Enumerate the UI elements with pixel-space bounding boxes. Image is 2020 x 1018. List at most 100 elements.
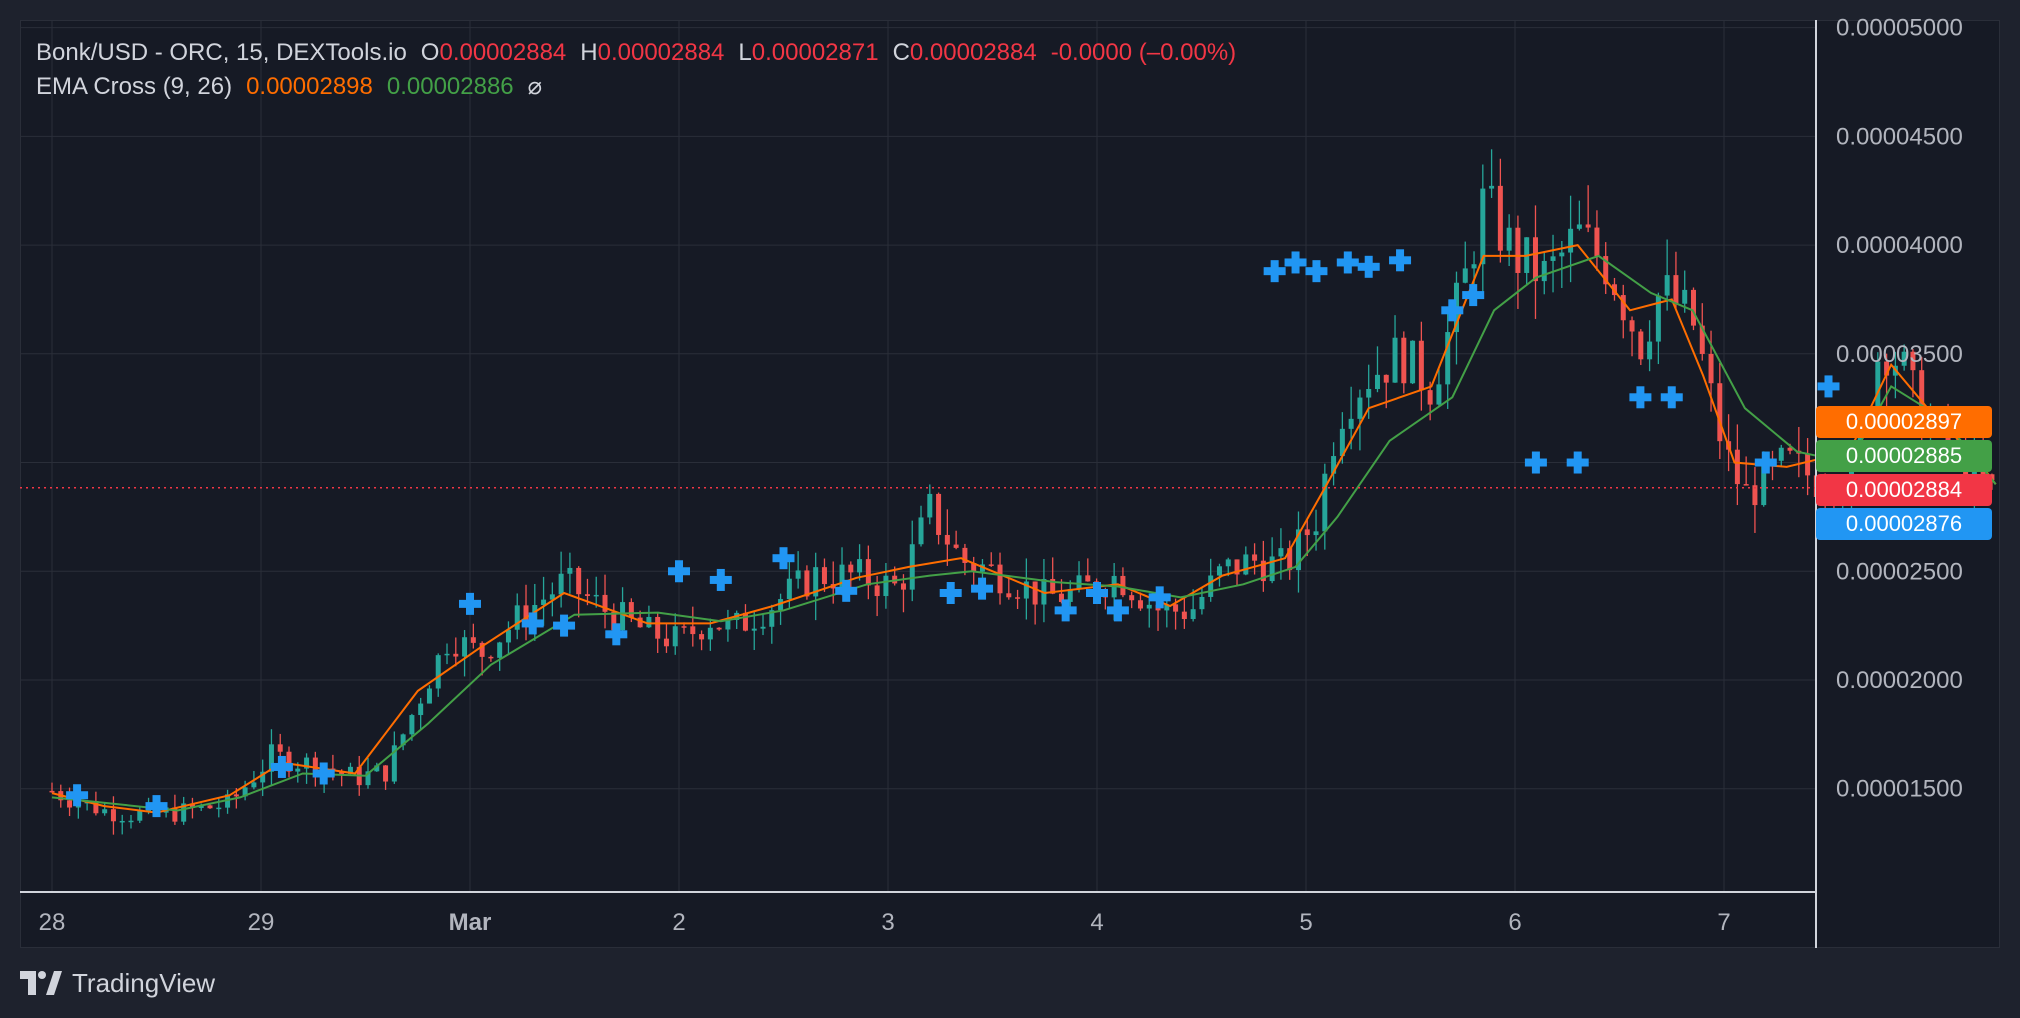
candle-body xyxy=(189,803,195,808)
cross-marker xyxy=(605,623,628,646)
cross-markers xyxy=(66,249,1986,818)
indicator-name[interactable]: EMA Cross (9, 26) xyxy=(36,73,233,100)
x-tick-label: 2 xyxy=(672,909,685,936)
candle-body xyxy=(1559,252,1565,257)
candle-body xyxy=(1260,560,1266,582)
cross-marker xyxy=(270,755,293,778)
candle-body xyxy=(374,765,380,772)
tradingview-logo[interactable]: TradingView xyxy=(20,966,215,1000)
open-value: 0.00002884 xyxy=(439,39,567,66)
symbol-label[interactable]: Bonk/USD - ORC, 15, DEXTools.io xyxy=(36,39,407,66)
candle-body xyxy=(1699,325,1705,354)
candle-body xyxy=(1383,374,1389,383)
cross-marker xyxy=(1629,386,1652,409)
candle-body xyxy=(1462,268,1468,283)
x-tick-label: 7 xyxy=(1717,909,1730,936)
cross-marker xyxy=(1566,451,1589,474)
hide-indicator-icon[interactable]: ⌀ xyxy=(527,73,543,100)
cross-marker xyxy=(1462,284,1485,307)
candle-body xyxy=(1304,529,1310,536)
candle-body xyxy=(918,517,924,545)
candle-body xyxy=(602,594,608,612)
candle-body xyxy=(1620,295,1626,321)
candle-body xyxy=(1278,548,1284,557)
candle-body xyxy=(646,616,652,628)
cross-marker-v xyxy=(277,755,286,778)
candle-body xyxy=(786,578,792,600)
candle-body xyxy=(1647,341,1653,360)
candle-body xyxy=(1787,447,1793,451)
candle-body xyxy=(1752,485,1758,506)
y-tick-label: 0.00002500 xyxy=(1836,558,1963,585)
candle-body xyxy=(251,782,257,788)
candle-body xyxy=(1015,597,1021,599)
ema-fast-line xyxy=(51,243,1997,814)
candle-body xyxy=(962,547,968,563)
candle-body xyxy=(1857,422,1863,457)
candle-body xyxy=(558,573,564,595)
candle-body xyxy=(1673,275,1679,304)
candle-body xyxy=(1050,578,1056,594)
candle-body xyxy=(128,820,134,823)
candle-body xyxy=(1295,529,1301,571)
candle-body xyxy=(576,567,582,595)
y-tick-label: 0.00004000 xyxy=(1836,232,1963,259)
candle-body xyxy=(1445,332,1451,385)
cross-marker-v xyxy=(1061,599,1070,622)
candle-body xyxy=(1471,264,1477,269)
cross-marker-v xyxy=(560,614,569,637)
chart-frame[interactable] xyxy=(20,20,2000,948)
candle-body xyxy=(1761,458,1767,506)
cross-marker-v xyxy=(716,568,725,591)
candle-body xyxy=(1164,604,1170,611)
candle-body xyxy=(1638,331,1644,360)
candle-body xyxy=(1717,383,1723,442)
candle-body xyxy=(1067,589,1073,602)
candle-body xyxy=(1655,295,1661,342)
candle-body xyxy=(655,616,661,639)
cross-marker-v xyxy=(528,612,537,635)
cross-marker-v xyxy=(152,795,161,818)
candle-body xyxy=(1489,185,1495,189)
candles xyxy=(49,149,1995,835)
cross-marker-v xyxy=(978,577,987,600)
cross-marker xyxy=(1054,599,1077,622)
candle-body xyxy=(1137,600,1143,609)
cross-marker-v xyxy=(1636,386,1645,409)
candle-body xyxy=(1269,556,1275,582)
candle-body xyxy=(1436,384,1442,405)
candle-body xyxy=(1252,554,1258,561)
price-tag-ema-fast: 0.00002897 xyxy=(1816,406,1992,438)
candle-body xyxy=(1322,473,1328,532)
candle-body xyxy=(1216,566,1222,576)
cross-marker xyxy=(66,784,89,807)
cross-marker xyxy=(1106,599,1129,622)
candle-body xyxy=(1058,593,1064,602)
cross-marker xyxy=(1148,586,1171,609)
candle-body xyxy=(67,800,73,808)
candle-body xyxy=(1690,289,1696,326)
high-label: H xyxy=(580,39,598,66)
candle-body xyxy=(1199,596,1205,610)
candle-body xyxy=(365,771,371,786)
candle-body xyxy=(497,642,503,658)
cross-marker-v xyxy=(1667,386,1676,409)
candle-body xyxy=(207,805,213,809)
cross-marker-v xyxy=(1824,375,1833,398)
y-tick-label: 0.00002000 xyxy=(1836,667,1963,694)
candle-body xyxy=(883,575,889,597)
candle-body xyxy=(1023,581,1029,599)
cross-marker-v xyxy=(73,784,82,807)
candle-body xyxy=(751,628,757,631)
candle-body xyxy=(1374,374,1380,389)
candle-body xyxy=(1357,397,1363,419)
cross-marker-v xyxy=(1469,284,1478,307)
candle-body xyxy=(1708,353,1714,384)
chart-legend: Bonk/USD - ORC, 15, DEXTools.io O0.000028… xyxy=(36,36,1236,104)
cross-marker xyxy=(1660,386,1683,409)
cross-marker-v xyxy=(1155,586,1164,609)
cross-marker xyxy=(1441,299,1464,322)
candle-body xyxy=(857,559,863,573)
cross-marker xyxy=(312,762,335,785)
